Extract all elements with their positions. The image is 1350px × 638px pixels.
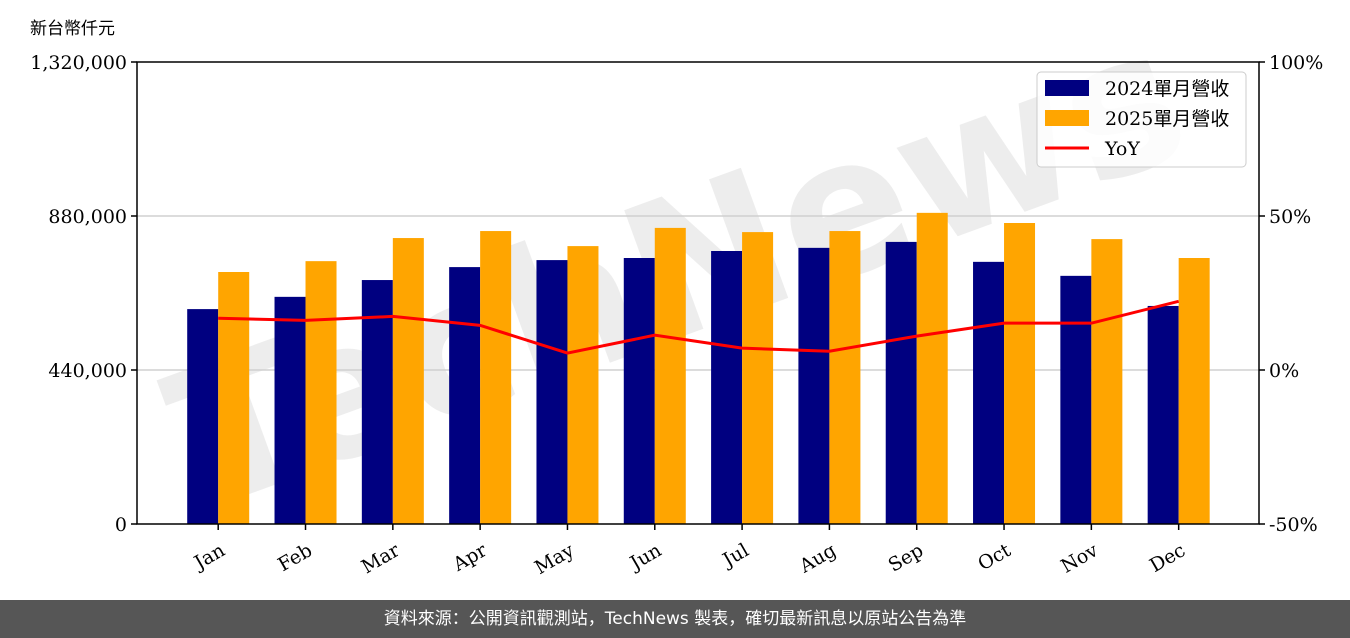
bar-2025單月營收-Jul	[742, 232, 774, 524]
bar-2025單月營收-Apr	[480, 231, 512, 525]
bar-2024單月營收-Apr	[449, 267, 481, 524]
bar-2025單月營收-Oct	[1004, 223, 1036, 524]
bar-2024單月營收-May	[536, 260, 568, 524]
y-tick-label: 440,000	[48, 360, 127, 382]
x-tick-label: May	[531, 539, 578, 579]
y-tick-label: 0	[115, 514, 127, 536]
legend-label-1: 2025單月營收	[1105, 108, 1229, 130]
bar-2024單月營收-Nov	[1060, 275, 1092, 524]
plot-frame	[136, 61, 1260, 525]
x-tick-label: Apr	[448, 539, 491, 576]
bar-2025單月營收-Jan	[218, 272, 250, 524]
source-footer: 資料來源：公開資訊觀測站，TechNews 製表，確切最新訊息以原站公告為準	[0, 600, 1350, 638]
legend-label-2: YoY	[1104, 138, 1140, 160]
bar-2025單月營收-Feb	[305, 261, 337, 524]
bar-2024單月營收-Dec	[1147, 305, 1179, 524]
x-tick-label: Jul	[717, 539, 752, 572]
x-tick-label: Oct	[974, 539, 1015, 575]
bar-2024單月營收-Aug	[798, 247, 830, 524]
bar-2024單月營收-Sep	[885, 241, 917, 524]
bar-2025單月營收-Aug	[829, 231, 861, 525]
x-tick-label: Dec	[1146, 539, 1189, 577]
x-tick-label: Mar	[358, 539, 404, 578]
y2-tick-label: 50%	[1269, 206, 1311, 228]
y2-tick-label: -50%	[1269, 514, 1318, 536]
bar-2024單月營收-Jan	[187, 309, 219, 524]
bar-2024單月營收-Oct	[973, 261, 1005, 524]
x-tick-label: Aug	[795, 539, 840, 578]
x-tick-label: Nov	[1057, 539, 1102, 578]
revenue-chart: TechNews0-50%440,0000%880,00050%1,320,00…	[30, 0, 1323, 579]
bar-2025單月營收-Jun	[654, 227, 686, 524]
bar-2024單月營收-Jul	[711, 251, 743, 524]
x-tick-label: Feb	[274, 539, 316, 576]
bar-2024單月營收-Feb	[274, 296, 306, 524]
bar-2025單月營收-Mar	[392, 238, 424, 525]
bar-2025單月營收-May	[567, 246, 599, 524]
legend-swatch-1	[1045, 110, 1089, 126]
y-tick-label: 880,000	[48, 206, 127, 228]
y-axis-unit-label: 新台幣仟元	[30, 19, 115, 39]
x-tick-label: Jun	[625, 539, 666, 575]
legend-label-0: 2024單月營收	[1105, 78, 1229, 100]
bar-2025單月營收-Sep	[916, 212, 948, 524]
bar-2024單月營收-Mar	[361, 280, 393, 524]
bar-2025單月營收-Nov	[1091, 239, 1123, 524]
yoy-line	[218, 299, 1180, 355]
bar-2025單月營收-Dec	[1178, 258, 1210, 524]
legend-box	[1036, 71, 1247, 168]
x-tick-label: Sep	[885, 539, 928, 576]
bar-2024單月營收-Jun	[623, 258, 655, 524]
y2-tick-label: 100%	[1269, 52, 1323, 74]
y2-tick-label: 0%	[1269, 360, 1299, 382]
y-tick-label: 1,320,000	[30, 52, 127, 74]
legend-swatch-0	[1045, 80, 1089, 96]
